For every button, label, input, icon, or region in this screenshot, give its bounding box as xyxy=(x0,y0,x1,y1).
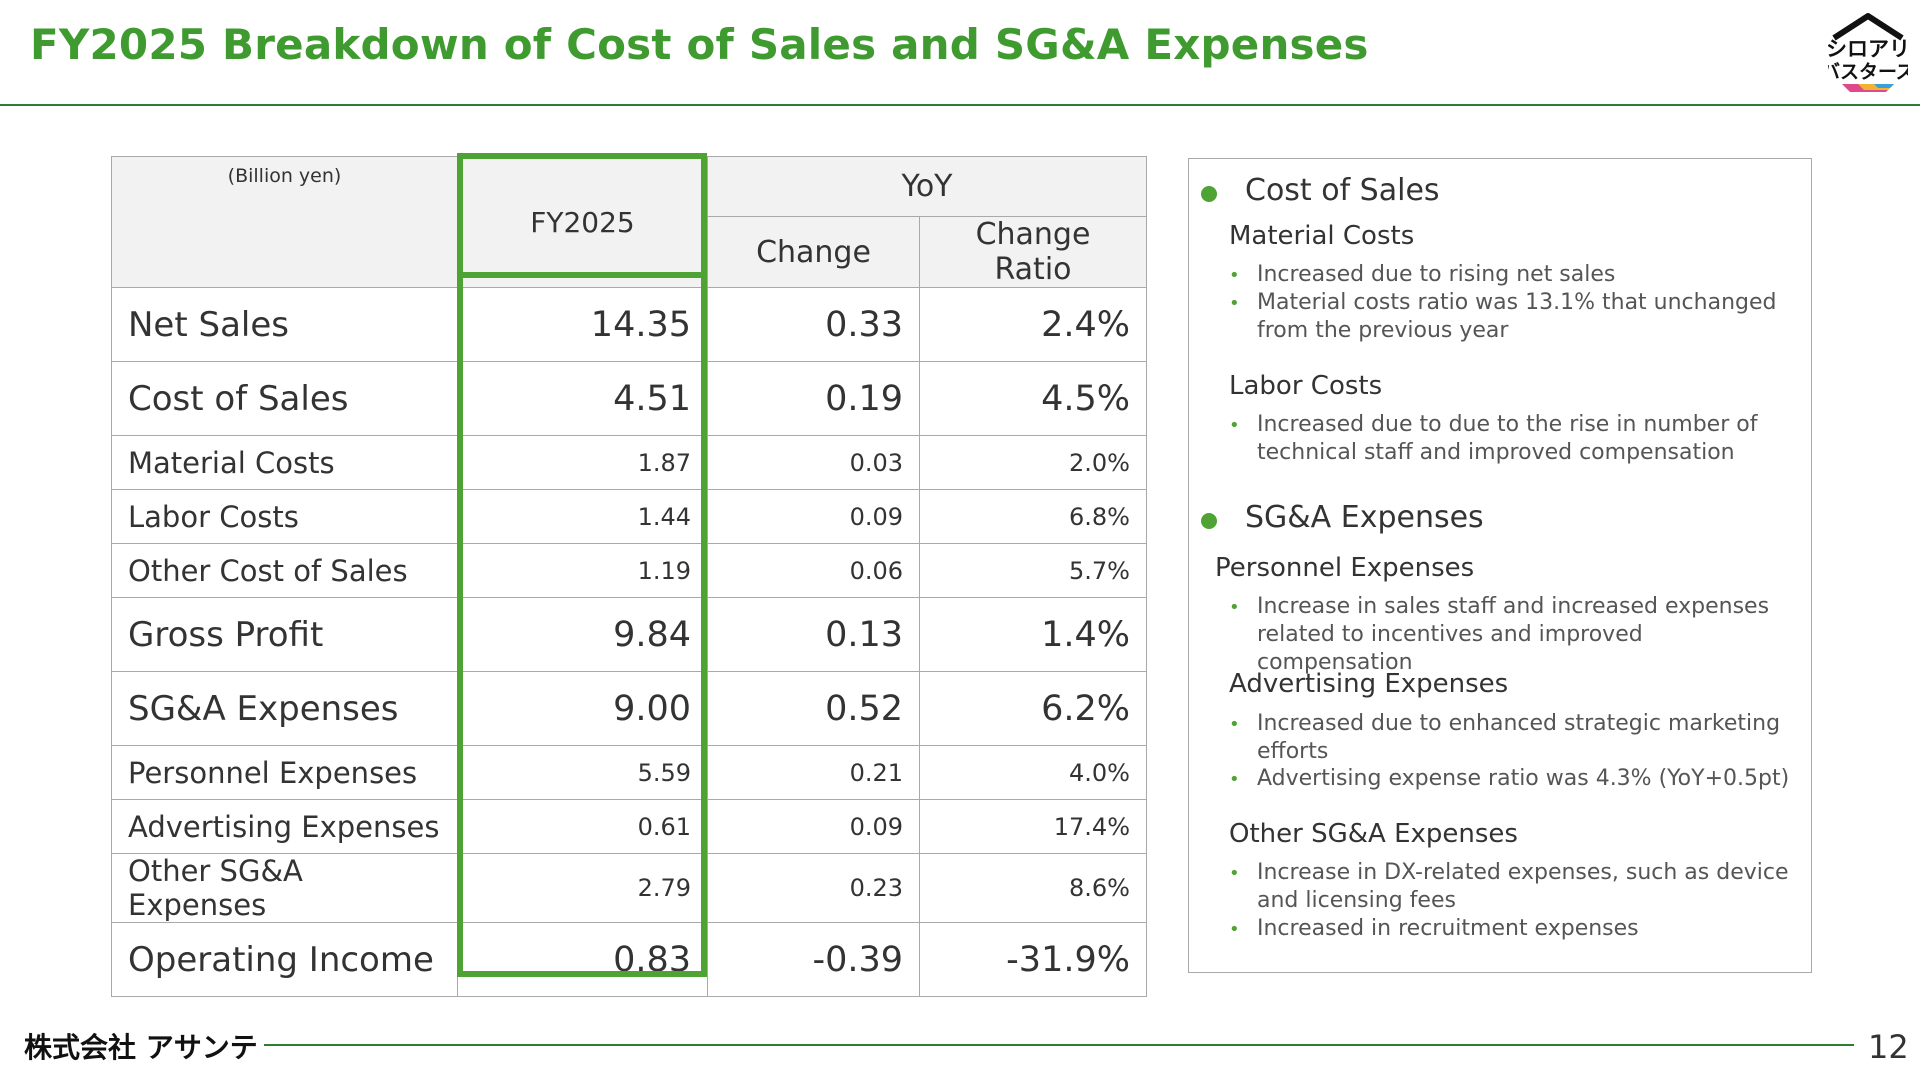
footer-divider xyxy=(264,1044,1854,1046)
title-divider xyxy=(0,104,1920,106)
subsection-title-material-costs: Material Costs xyxy=(1229,221,1415,251)
ratio-value: 8.6% xyxy=(919,853,1147,923)
bullet-text: Increase in sales staff and increased ex… xyxy=(1257,594,1770,675)
table-row: SG&A Expenses 9.00 0.52 6.2% xyxy=(111,671,1147,746)
fy-value: 2.79 xyxy=(457,853,708,923)
row-label: Material Costs xyxy=(111,435,458,490)
row-label: Gross Profit xyxy=(111,597,458,672)
ratio-value: 1.4% xyxy=(919,597,1147,672)
table-body: Net Sales 14.35 0.33 2.4% Cost of Sales … xyxy=(111,287,1147,997)
commentary-panel: Cost of Sales Material Costs • Increased… xyxy=(1188,158,1812,973)
fy-value: 1.19 xyxy=(457,543,708,598)
unit-label: (Billion yen) xyxy=(111,156,458,288)
bullet-text: Increased due to enhanced strategic mark… xyxy=(1257,711,1781,764)
bullet-icon: • xyxy=(1229,919,1240,940)
ratio-value: 2.0% xyxy=(919,435,1147,490)
logo-text-line1: シロアリ xyxy=(1828,37,1908,61)
row-label: Labor Costs xyxy=(111,489,458,544)
ratio-value: 2.4% xyxy=(919,287,1147,362)
table-row: Other Cost of Sales 1.19 0.06 5.7% xyxy=(111,543,1147,598)
ratio-value: -31.9% xyxy=(919,922,1147,997)
bullet-text: Increased due to due to the rise in numb… xyxy=(1257,412,1758,465)
row-label: Other Cost of Sales xyxy=(111,543,458,598)
section-title-sga-expenses: SG&A Expenses xyxy=(1245,500,1484,535)
ratio-value: 4.5% xyxy=(919,361,1147,436)
ratio-value: 5.7% xyxy=(919,543,1147,598)
change-value: 0.06 xyxy=(707,543,920,598)
change-value: 0.19 xyxy=(707,361,920,436)
bullet-icon: • xyxy=(1229,863,1240,884)
fy-value: 9.00 xyxy=(457,671,708,746)
row-label: SG&A Expenses xyxy=(111,671,458,746)
subsection-title-personnel-expenses: Personnel Expenses xyxy=(1215,553,1475,583)
bullet-icon: • xyxy=(1229,265,1240,286)
ratio-value: 6.8% xyxy=(919,489,1147,544)
bullet-dot-icon xyxy=(1201,513,1217,529)
col-header-change-ratio: Change Ratio xyxy=(919,216,1147,288)
fy-value: 4.51 xyxy=(457,361,708,436)
bullet-icon: • xyxy=(1229,769,1240,790)
footer-company-name: 株式会社 アサンテ xyxy=(24,1031,258,1064)
change-value: 0.52 xyxy=(707,671,920,746)
change-value: 0.03 xyxy=(707,435,920,490)
page-title: FY2025 Breakdown of Cost of Sales and SG… xyxy=(30,20,1369,69)
row-label: Other SG&A Expenses xyxy=(111,853,458,923)
bullet-text: Increased due to rising net sales xyxy=(1257,262,1616,287)
table-row: Net Sales 14.35 0.33 2.4% xyxy=(111,287,1147,362)
row-label: Cost of Sales xyxy=(111,361,458,436)
table-row: Cost of Sales 4.51 0.19 4.5% xyxy=(111,361,1147,436)
bullet-text: Advertising expense ratio was 4.3% (YoY+… xyxy=(1257,766,1790,791)
subsection-title-other-sga-expenses: Other SG&A Expenses xyxy=(1229,819,1518,849)
bullet-text: Increased in recruitment expenses xyxy=(1257,916,1639,941)
bullet-icon: • xyxy=(1229,714,1240,735)
table-row: Operating Income 0.83 -0.39 -31.9% xyxy=(111,922,1147,997)
bullet-icon: • xyxy=(1229,597,1240,618)
table-row: Labor Costs 1.44 0.09 6.8% xyxy=(111,489,1147,544)
logo-text-line2: バスターズ xyxy=(1828,60,1908,83)
table-row: Other SG&A Expenses 2.79 0.23 8.6% xyxy=(111,853,1147,923)
col-header-yoy: YoY xyxy=(707,156,1147,217)
bullet-text: Material costs ratio was 13.1% that unch… xyxy=(1257,290,1777,343)
fy-value: 9.84 xyxy=(457,597,708,672)
subsection-title-labor-costs: Labor Costs xyxy=(1229,371,1383,401)
col-header-fy2025: FY2025 xyxy=(457,156,708,288)
shiroari-busters-logo: シロアリ バスターズ xyxy=(1821,13,1915,92)
change-value: 0.09 xyxy=(707,489,920,544)
change-value: 0.33 xyxy=(707,287,920,362)
fy-value: 5.59 xyxy=(457,745,708,800)
change-value: 0.13 xyxy=(707,597,920,672)
change-value: -0.39 xyxy=(707,922,920,997)
bullet-text: Increase in DX-related expenses, such as… xyxy=(1257,860,1789,913)
row-label: Operating Income xyxy=(111,922,458,997)
change-value: 0.23 xyxy=(707,853,920,923)
row-label: Advertising Expenses xyxy=(111,799,458,854)
change-value: 0.21 xyxy=(707,745,920,800)
company-logo: シロアリ バスターズ xyxy=(1821,12,1915,96)
ratio-value: 4.0% xyxy=(919,745,1147,800)
fy-value: 0.83 xyxy=(457,922,708,997)
table-row: Advertising Expenses 0.61 0.09 17.4% xyxy=(111,799,1147,854)
section-title-cost-of-sales: Cost of Sales xyxy=(1245,173,1440,208)
fy2025-header-divider xyxy=(457,272,707,278)
subsection-title-advertising-expenses: Advertising Expenses xyxy=(1229,669,1509,699)
change-value: 0.09 xyxy=(707,799,920,854)
fy-value: 0.61 xyxy=(457,799,708,854)
table-row: Material Costs 1.87 0.03 2.0% xyxy=(111,435,1147,490)
page-number: 12 xyxy=(1868,1028,1909,1066)
bullet-icon: • xyxy=(1229,293,1240,314)
row-label: Personnel Expenses xyxy=(111,745,458,800)
bullet-icon: • xyxy=(1229,415,1240,436)
fy-value: 1.87 xyxy=(457,435,708,490)
table-row: Personnel Expenses 5.59 0.21 4.0% xyxy=(111,745,1147,800)
ratio-value: 6.2% xyxy=(919,671,1147,746)
bullet-dot-icon xyxy=(1201,186,1217,202)
financial-table: (Billion yen) FY2025 YoY Change Change R… xyxy=(111,156,1147,997)
row-label: Net Sales xyxy=(111,287,458,362)
col-header-change: Change xyxy=(707,216,920,288)
ratio-value: 17.4% xyxy=(919,799,1147,854)
table-row: Gross Profit 9.84 0.13 1.4% xyxy=(111,597,1147,672)
fy-value: 1.44 xyxy=(457,489,708,544)
fy-value: 14.35 xyxy=(457,287,708,362)
